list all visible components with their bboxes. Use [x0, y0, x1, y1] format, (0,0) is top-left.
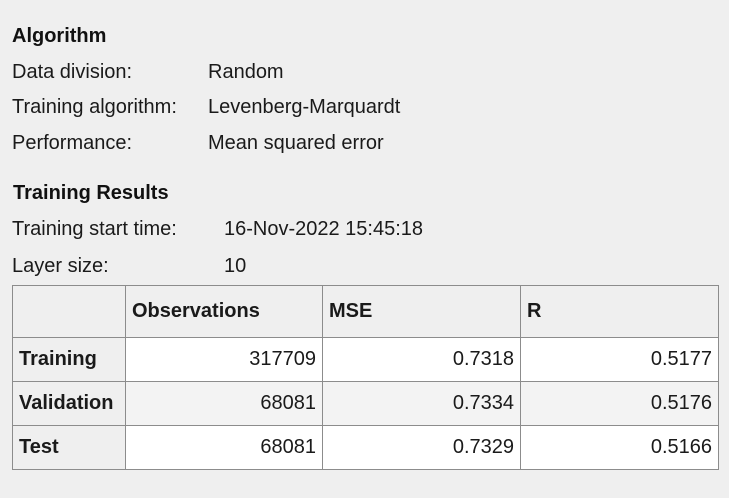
layer-size-label: Layer size:: [12, 255, 109, 277]
observations-cell: 68081: [125, 425, 323, 470]
mse-column-header: MSE: [322, 285, 521, 338]
results-table: Observations MSE R Training 317709 0.731…: [12, 285, 719, 470]
table-corner-cell: [12, 285, 126, 338]
row-label-training: Training: [12, 337, 126, 382]
data-division-label: Data division:: [12, 61, 133, 83]
table-row: Validation 68081 0.7334 0.5176: [12, 381, 719, 426]
data-division-value: Random: [208, 61, 284, 83]
r-cell: 0.5176: [520, 381, 719, 426]
training-results-heading: Training Results: [13, 182, 169, 204]
r-cell: 0.5177: [520, 337, 719, 382]
row-label-test: Test: [12, 425, 126, 470]
training-start-time-label: Training start time:: [12, 218, 177, 240]
table-header-row: Observations MSE R: [12, 285, 719, 338]
training-algorithm-value: Levenberg-Marquardt: [208, 96, 401, 118]
performance-label: Performance:: [12, 132, 133, 154]
r-column-header: R: [520, 285, 719, 338]
layer-size-value: 10: [224, 255, 247, 277]
observations-cell: 68081: [125, 381, 323, 426]
observations-cell: 317709: [125, 337, 323, 382]
mse-cell: 0.7318: [322, 337, 521, 382]
r-cell: 0.5166: [520, 425, 719, 470]
training-start-time-value: 16-Nov-2022 15:45:18: [224, 218, 424, 240]
training-algorithm-label: Training algorithm:: [12, 96, 177, 118]
table-row: Training 317709 0.7318 0.5177: [12, 337, 719, 382]
performance-value: Mean squared error: [208, 132, 384, 154]
mse-cell: 0.7334: [322, 381, 521, 426]
algorithm-heading: Algorithm: [12, 25, 107, 47]
mse-cell: 0.7329: [322, 425, 521, 470]
row-label-validation: Validation: [12, 381, 126, 426]
table-row: Test 68081 0.7329 0.5166: [12, 425, 719, 470]
observations-column-header: Observations: [125, 285, 323, 338]
